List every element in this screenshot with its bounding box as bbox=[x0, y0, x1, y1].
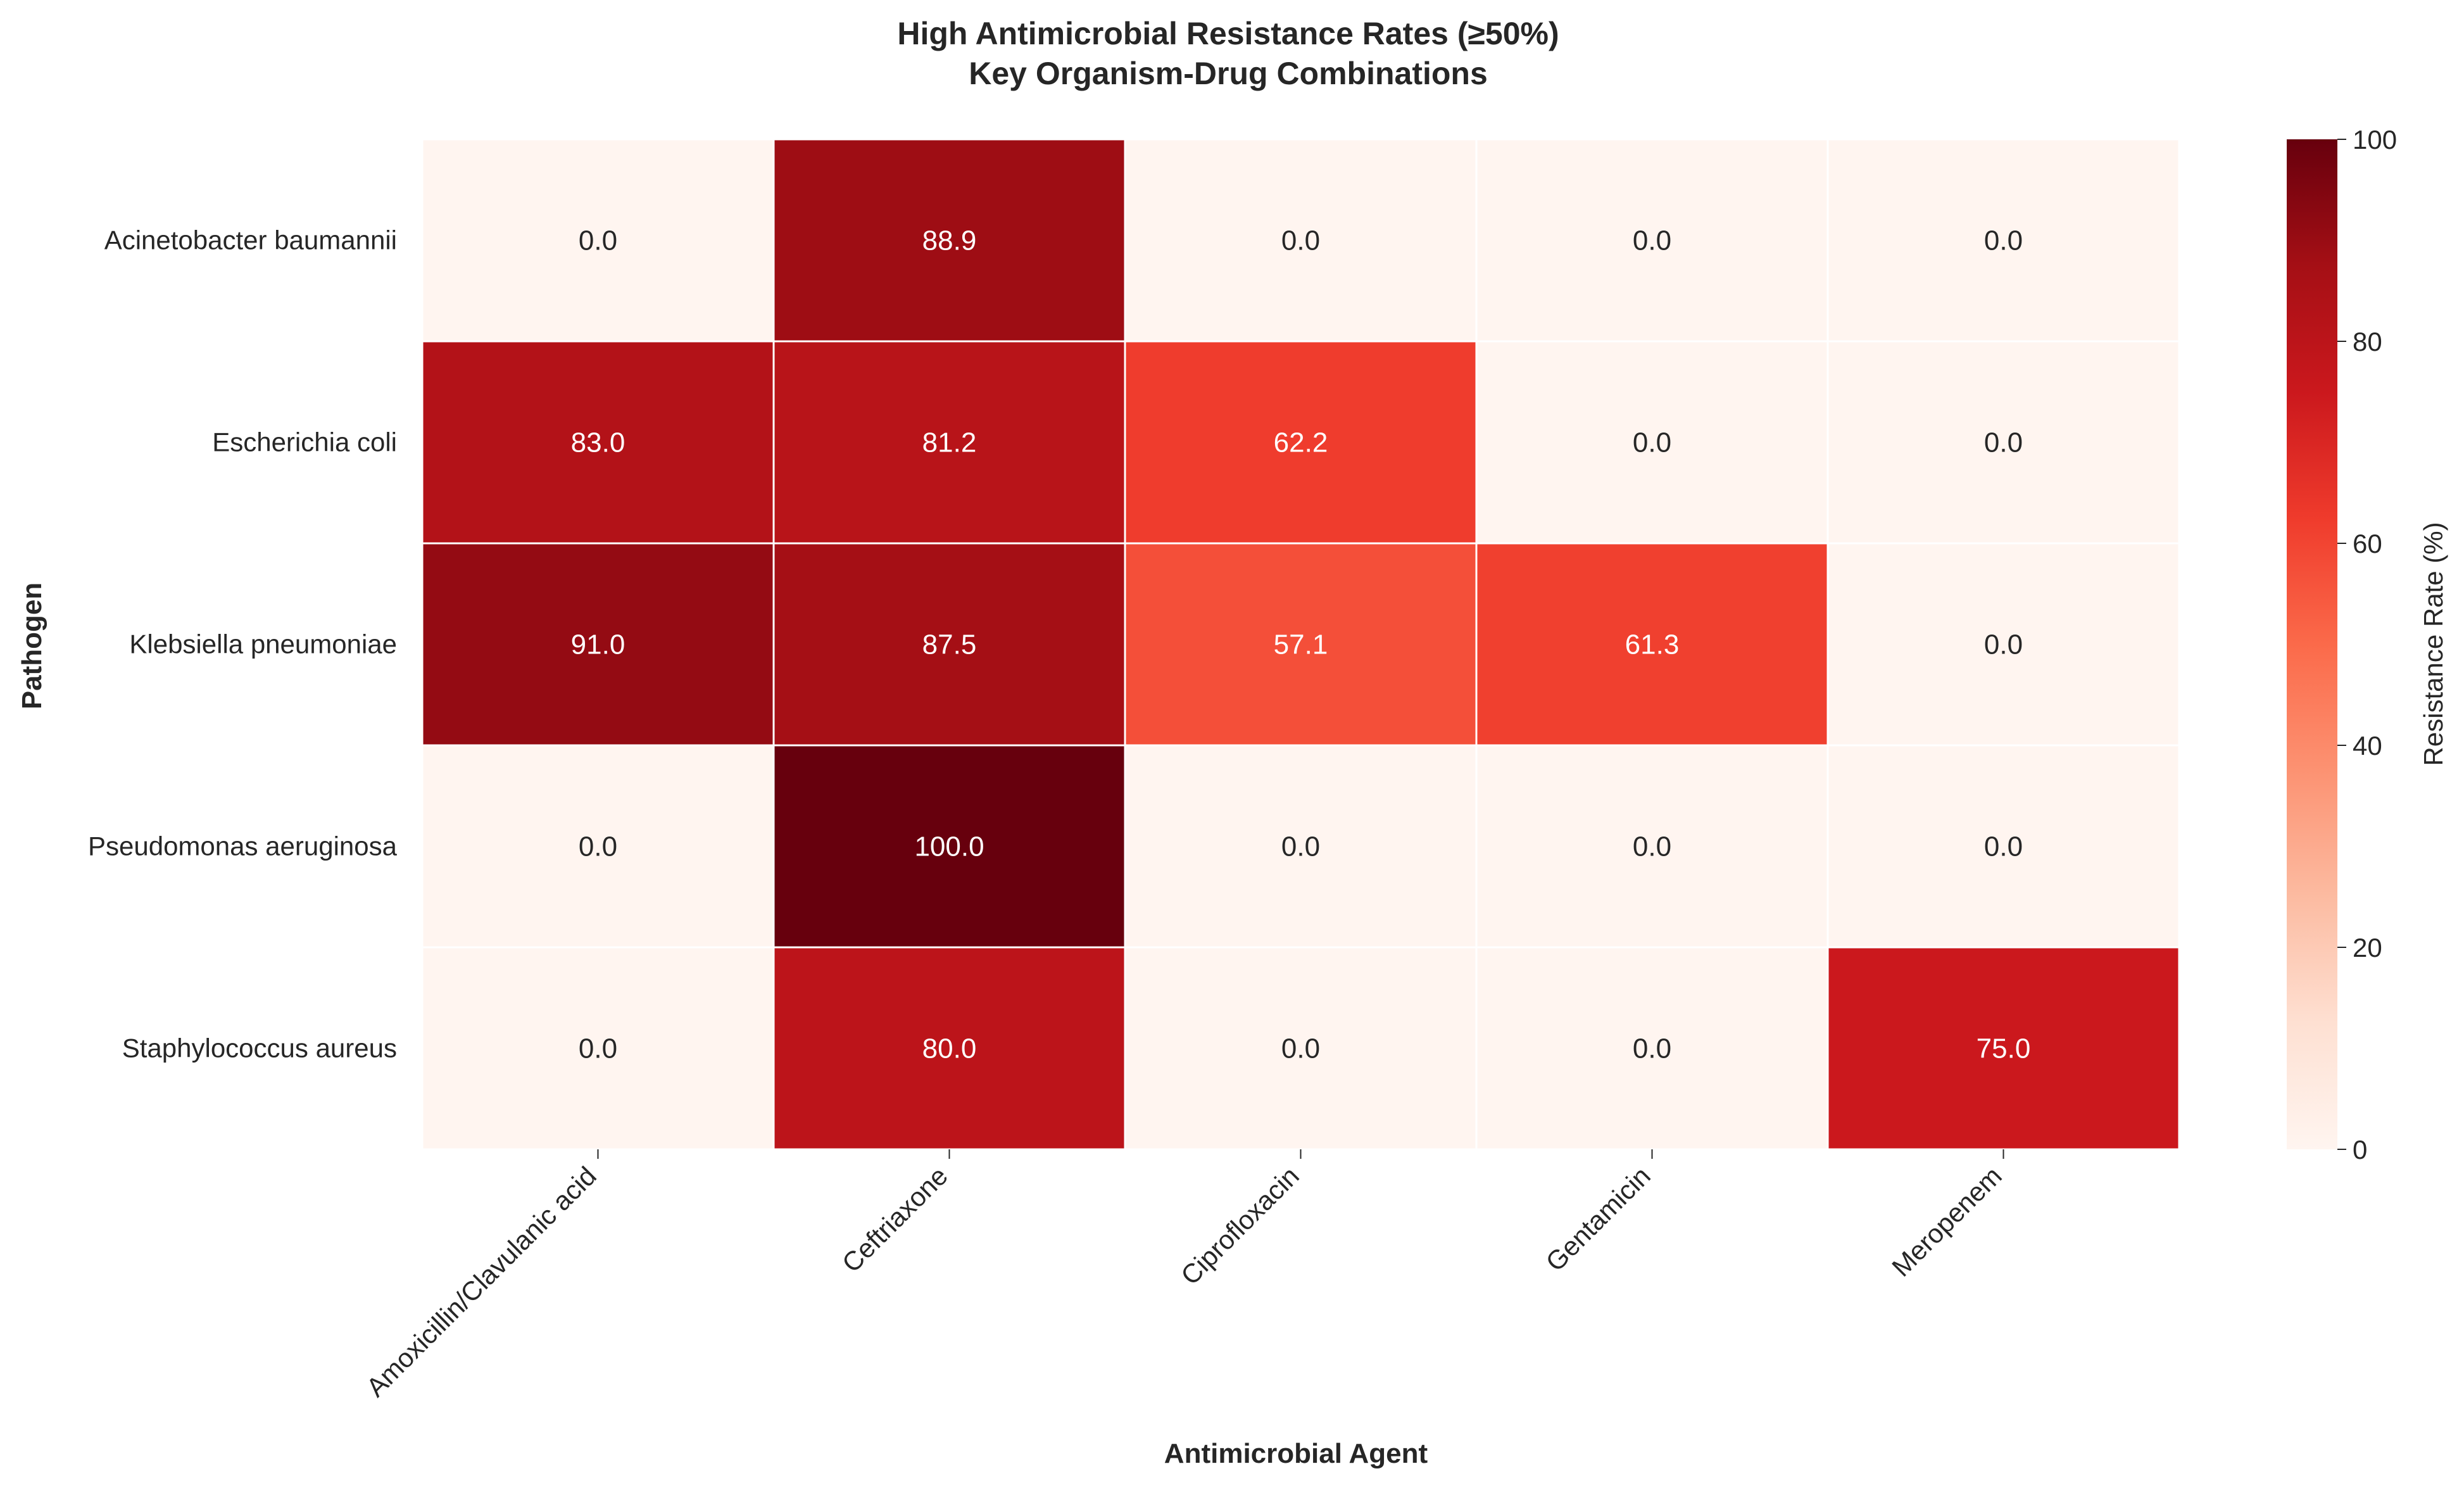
x-tick-label: Amoxicillin/Clavulanic acid bbox=[360, 1161, 601, 1402]
cell-value-label: 0.0 bbox=[1281, 831, 1320, 862]
heatmap-cell bbox=[1826, 340, 2180, 545]
heatmap-cell bbox=[1124, 138, 1478, 343]
heatmap-cell bbox=[772, 946, 1126, 1151]
cell-value-label: 100.0 bbox=[914, 831, 984, 862]
heatmap-cell bbox=[1124, 946, 1478, 1151]
colorbar-tick-label: 100 bbox=[2353, 125, 2397, 155]
cell-value-label: 0.0 bbox=[1984, 831, 2023, 862]
colorbar-tick-label: 40 bbox=[2353, 731, 2382, 761]
heatmap-cell bbox=[1124, 744, 1478, 949]
cell-value-label: 0.0 bbox=[1984, 225, 2023, 256]
y-axis-title: Pathogen bbox=[16, 583, 47, 709]
cell-value-label: 0.0 bbox=[1281, 225, 1320, 256]
x-tick-label: Ciprofloxacin bbox=[1175, 1161, 1305, 1291]
x-tick-label: Meropenem bbox=[1886, 1161, 2008, 1282]
heatmap-cell bbox=[421, 138, 775, 343]
heatmap-cell bbox=[772, 542, 1126, 747]
x-tick-label: Ceftriaxone bbox=[836, 1161, 953, 1278]
x-tick-labels: Amoxicillin/Clavulanic acid Ceftriaxone Ci… bbox=[360, 1149, 2008, 1403]
heatmap-cell bbox=[1826, 542, 2180, 747]
heatmap-cell bbox=[772, 744, 1126, 949]
x-axis-title: Antimicrobial Agent bbox=[1164, 1438, 1428, 1469]
y-tick-label: Pseudomonas aeruginosa bbox=[88, 831, 398, 861]
heatmap-cell bbox=[772, 138, 1126, 343]
cell-value-label: 80.0 bbox=[922, 1033, 977, 1064]
cell-value-label: 87.5 bbox=[922, 629, 977, 660]
heatmap-cell bbox=[1475, 138, 1829, 343]
y-tick-label: Klebsiella pneumoniae bbox=[129, 629, 397, 659]
heatmap-cell bbox=[421, 744, 775, 949]
cell-value-label: 61.3 bbox=[1625, 629, 1680, 660]
cell-value-label: 88.9 bbox=[922, 225, 977, 256]
colorbar-tick-label: 20 bbox=[2353, 933, 2382, 963]
heatmap-cell bbox=[1124, 542, 1478, 747]
colorbar-tick-label: 60 bbox=[2353, 529, 2382, 559]
cell-value-label: 75.0 bbox=[1977, 1033, 2031, 1064]
colorbar-tick-label: 0 bbox=[2353, 1135, 2367, 1165]
heatmap-cell bbox=[1475, 744, 1829, 949]
colorbar-tick-label: 80 bbox=[2353, 327, 2382, 357]
chart-title: High Antimicrobial Resistance Rates (≥50… bbox=[897, 16, 1559, 51]
chart-subtitle: Key Organism-Drug Combinations bbox=[969, 56, 1488, 91]
cell-value-label: 0.0 bbox=[1633, 831, 1671, 862]
y-tick-label: Escherichia coli bbox=[212, 427, 397, 457]
cell-value-label: 0.0 bbox=[1984, 427, 2023, 458]
cell-value-label: 57.1 bbox=[1274, 629, 1328, 660]
cell-value-label: 0.0 bbox=[579, 831, 617, 862]
cell-value-label: 62.2 bbox=[1274, 427, 1328, 458]
cell-value-label: 0.0 bbox=[579, 225, 617, 256]
heatmap-cell bbox=[1826, 946, 2180, 1151]
cell-value-label: 91.0 bbox=[571, 629, 625, 660]
cell-value-label: 0.0 bbox=[1633, 427, 1671, 458]
heatmap-cell bbox=[1124, 340, 1478, 545]
cell-value-label: 0.0 bbox=[1633, 225, 1671, 256]
colorbar bbox=[2287, 139, 2337, 1149]
cell-value-label: 83.0 bbox=[571, 427, 625, 458]
heatmap-cells bbox=[421, 138, 2180, 1151]
x-tick-label: Gentamicin bbox=[1540, 1161, 1656, 1277]
y-tick-label: Staphylococcus aureus bbox=[122, 1033, 397, 1063]
cell-value-label: 0.0 bbox=[1633, 1033, 1671, 1064]
heatmap-cell bbox=[1826, 138, 2180, 343]
cell-value-label: 0.0 bbox=[1984, 629, 2023, 660]
heatmap-cell bbox=[421, 340, 775, 545]
y-tick-label: Acinetobacter baumannii bbox=[104, 225, 397, 255]
y-tick-labels: Acinetobacter baumannii Escherichia coli K… bbox=[88, 225, 398, 1063]
cell-value-label: 0.0 bbox=[1281, 1033, 1320, 1064]
heatmap-cell bbox=[1826, 744, 2180, 949]
colorbar-label: Resistance Rate (%) bbox=[2418, 522, 2448, 766]
heatmap-cell bbox=[421, 946, 775, 1151]
cell-value-label: 81.2 bbox=[922, 427, 977, 458]
colorbar-ticks: 0 20 40 60 80 100 bbox=[2337, 125, 2397, 1165]
cell-value-label: 0.0 bbox=[579, 1033, 617, 1064]
heatmap-cell bbox=[1475, 542, 1829, 747]
heatmap-cell-labels: 0.0 88.9 0.0 0.0 0.0 83.0 81.2 62.2 0.0 0.0 91.0 87… bbox=[571, 225, 2031, 1064]
